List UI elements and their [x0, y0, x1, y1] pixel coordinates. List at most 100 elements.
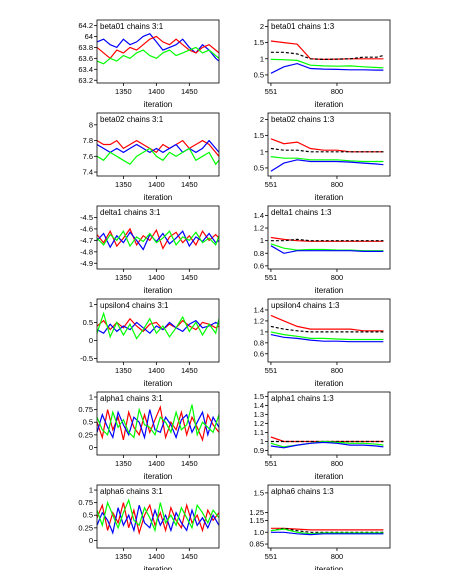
panel-1-series-1	[97, 32, 219, 62]
panel-5-ytick-label: -4.9	[80, 259, 93, 268]
panel-4-title: beta02 chains 1:3	[271, 115, 335, 124]
panel-3-series-3	[97, 147, 219, 166]
panel-5-frame	[96, 205, 220, 270]
panel-3-ytick-label: 8	[89, 120, 93, 129]
panel-2-series-2	[270, 51, 384, 61]
panel-5-ytick-label: -4.6	[80, 224, 93, 233]
panel-2-series-4	[270, 62, 384, 74]
panel-4-xlabel: iteration	[315, 193, 343, 202]
panel-3-xlabel: iteration	[144, 193, 172, 202]
panel-9-xtick-label: 1450	[181, 459, 198, 468]
panel-11-title: alpha6 chains 3:1	[100, 487, 163, 496]
panel-6-title: delta1 chains 1:3	[271, 208, 332, 217]
panel-3: beta02 chains 3:1 7.4 7.6 7.8 8 1350 1400 1450 i…	[83, 112, 220, 202]
panel-1-xtick-label: 1450	[181, 87, 198, 96]
panel-10-xtick-label: 800	[331, 459, 344, 468]
panel-5-xtick-label: 1400	[148, 273, 165, 282]
panel-7-series-2	[97, 319, 219, 335]
panel-9-ytick-label: 0.5	[83, 418, 93, 427]
panel-7: upsilon4 chains 3:1 1 0.5 0 -0.5 1350 1400 1450…	[80, 298, 220, 388]
panel-1-ytick-label: 63.2	[78, 76, 93, 85]
panel-8-ytick-label: 1.4	[254, 305, 264, 314]
panel-1-series-3	[97, 46, 219, 65]
panel-11-ytick-label: 0.75	[78, 498, 93, 507]
panel-11-xtick-label: 1450	[181, 552, 198, 561]
panel-10-series-1	[270, 436, 384, 443]
panel-6-xtick-label: 551	[265, 273, 278, 282]
panel-3-ytick-label: 7.8	[83, 136, 93, 145]
panel-5: delta1 chains 3:1 -4.5 -4.6 -4.7 -4.8 -4.9 135…	[80, 205, 220, 295]
panel-2-xtick-label: 800	[331, 87, 344, 96]
panel-1-title: beta01 chains 3:1	[100, 22, 164, 31]
panel-6-ytick-label: 1.2	[254, 224, 264, 233]
panel-8-title: upsilon4 chains 1:3	[271, 301, 340, 310]
panel-9-frame	[96, 391, 220, 456]
panel-5-xtick-label: 1350	[115, 273, 132, 282]
panel-6-ytick-label: 0.8	[254, 249, 264, 258]
panel-7-xtick-label: 1450	[181, 366, 198, 375]
panel-11-frame	[96, 484, 220, 549]
panel-5-series-1	[97, 227, 219, 250]
panel-6: delta1 chains 1:3 0.6 0.8 1 1.2 1.4 551 800 iter…	[254, 205, 391, 295]
panel-9-ytick-label: 0.75	[78, 405, 93, 414]
panel-9-title: alpha1 chains 3:1	[100, 394, 163, 403]
panel-8-frame	[267, 298, 391, 363]
panel-1: beta01 chains 3:1 63.2 63.4 63.6 63.8 64 64.2 1…	[78, 19, 220, 109]
panel-5-title: delta1 chains 3:1	[100, 208, 161, 217]
panel-11: alpha6 chains 3:1 1 0.75 0.5 0.25 0 1350 1400 14…	[78, 484, 220, 570]
panel-12-ytick-label: 0.85	[249, 540, 264, 549]
panel-8-ytick-label: 0.8	[254, 338, 264, 347]
panel-11-ytick-label: 1	[89, 486, 93, 495]
panel-3-series-1	[97, 139, 219, 157]
panel-10-ytick-label: 1.2	[254, 419, 264, 428]
panel-6-series-3	[270, 243, 384, 252]
panel-1-ytick-label: 63.4	[78, 65, 93, 74]
panel-7-title: upsilon4 chains 3:1	[100, 301, 169, 310]
panel-5-series-3	[97, 229, 219, 248]
panel-12: alpha6 chains 1:3 0.85 1.0 1.151.25 1.5 551 80…	[249, 484, 391, 570]
panel-1-ytick-label: 63.6	[78, 54, 93, 63]
panel-9-ytick-label: 1	[89, 393, 93, 402]
panel-4-series-4	[270, 159, 384, 172]
panel-10-ytick-label: 1.5	[254, 392, 264, 401]
panel-10-xtick-label: 551	[265, 459, 278, 468]
panel-12-series-1	[270, 527, 384, 531]
panel-12-ytick-label: 1.5	[254, 488, 264, 497]
panel-12-ytick-label: 1.0	[254, 528, 264, 537]
panel-6-ytick-label: 0.6	[254, 261, 264, 270]
panel-8-xtick-label: 800	[331, 366, 344, 375]
panel-2-ytick-label: 1.5	[254, 38, 264, 47]
panel-3-series-2	[97, 139, 219, 154]
panel-12-xlabel: iteration	[315, 565, 343, 570]
panel-11-xtick-label: 1350	[115, 552, 132, 561]
panel-5-ytick-label: -4.7	[80, 236, 93, 245]
panel-12-frame	[267, 484, 391, 549]
panel-10-ytick-label: 0.9	[254, 446, 264, 455]
panel-2-ytick-label: 2	[260, 22, 264, 31]
panel-3-xtick-label: 1450	[181, 180, 198, 189]
panel-7-xtick-label: 1350	[115, 366, 132, 375]
panel-1-ytick-label: 64.2	[78, 21, 93, 30]
panel-8-xtick-label: 551	[265, 366, 278, 375]
panel-6-xtick-label: 800	[331, 273, 344, 282]
panel-7-xlabel: iteration	[144, 379, 172, 388]
panel-9-xtick-label: 1350	[115, 459, 132, 468]
panel-10: alpha1 chains 1:3 0.911.11.21.31.41.5 551 8…	[254, 391, 391, 481]
panel-12-ytick-label: 1.15	[249, 516, 264, 525]
panel-4-frame	[267, 112, 391, 177]
panel-4-ytick-label: 2	[260, 115, 264, 124]
panel-8-ytick-label: 0.6	[254, 349, 264, 358]
panel-11-ytick-label: 0.5	[83, 511, 93, 520]
panel-2-title: beta01 chains 1:3	[271, 22, 335, 31]
panel-2: beta01 chains 1:3 0.5 1 1.5 2 551 800 iteration	[254, 19, 391, 109]
panel-4-xtick-label: 551	[265, 180, 278, 189]
panel-9-xlabel: iteration	[144, 472, 172, 481]
panel-1-xlabel: iteration	[144, 100, 172, 109]
panel-5-ytick-label: -4.8	[80, 247, 93, 256]
panel-4-ytick-label: 0.5	[254, 163, 264, 172]
panel-8: upsilon4 chains 1:3 0.6 0.8 1 1.2 1.4 551 800 it…	[254, 298, 391, 388]
panel-6-ytick-label: 1.4	[254, 211, 264, 220]
panel-1-xtick-label: 1350	[115, 87, 132, 96]
panel-5-ytick-label: -4.5	[80, 213, 93, 222]
